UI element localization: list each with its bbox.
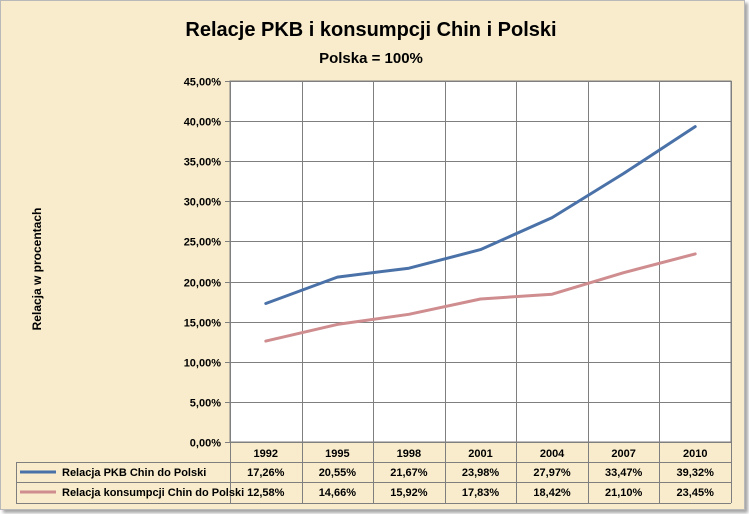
data-table-cell: 39,32% xyxy=(677,467,715,479)
legend-label-2: Relacja konsumpcji Chin do Polski xyxy=(62,487,244,499)
y-tick-label: 5,00% xyxy=(190,398,221,410)
y-tick-label: 0,00% xyxy=(190,438,221,450)
y-axis-title: Relacja w procentach xyxy=(30,208,44,331)
y-tick-label: 35,00% xyxy=(184,157,222,169)
x-category-label: 2007 xyxy=(611,448,635,460)
series-line-1 xyxy=(264,125,697,305)
data-table-cell: 14,66% xyxy=(319,487,357,499)
x-category-label: 1995 xyxy=(325,448,349,460)
series-layer xyxy=(264,125,697,343)
data-table-cell: 17,83% xyxy=(462,487,500,499)
x-category-label: 1992 xyxy=(254,448,278,460)
data-table-cell: 33,47% xyxy=(605,467,643,479)
x-category-label: 1998 xyxy=(397,448,421,460)
data-table-cell: 12,58% xyxy=(247,487,285,499)
y-tick-label: 20,00% xyxy=(184,278,222,290)
data-table-cell: 20,55% xyxy=(319,467,357,479)
x-category-label: 2004 xyxy=(540,448,565,460)
data-table-cell: 17,26% xyxy=(247,467,285,479)
grid-layer xyxy=(225,80,732,503)
data-table-cell: 21,10% xyxy=(605,487,643,499)
series-line-2 xyxy=(264,252,697,343)
x-category-label: 2010 xyxy=(683,448,707,460)
x-category-label: 2001 xyxy=(468,448,492,460)
y-tick-label: 40,00% xyxy=(184,117,222,129)
label-layer: 0,00% 5,00% 10,00% 15,00% 20,00% 25,00% 30,00%… xyxy=(62,77,714,500)
legend-label-1: Relacja PKB Chin do Polski xyxy=(62,467,206,479)
y-tick-label: 10,00% xyxy=(184,358,222,370)
data-table xyxy=(16,462,731,504)
data-table-cell: 27,97% xyxy=(533,467,571,479)
y-tick-label: 15,00% xyxy=(184,318,222,330)
data-table-cell: 23,45% xyxy=(677,487,715,499)
data-table-cell: 23,98% xyxy=(462,467,500,479)
y-tick-label: 25,00% xyxy=(184,237,222,249)
plot-area xyxy=(229,80,732,443)
data-table-cell: 21,67% xyxy=(390,467,428,479)
chart-title: Relacje PKB i konsumpcji Chin i Polski xyxy=(185,19,556,41)
y-tick-label: 45,00% xyxy=(184,77,222,89)
chart-subtitle: Polska = 100% xyxy=(319,50,423,67)
data-table-cell: 15,92% xyxy=(390,487,428,499)
y-tick-label: 30,00% xyxy=(184,197,222,209)
data-table-cell: 18,42% xyxy=(533,487,571,499)
